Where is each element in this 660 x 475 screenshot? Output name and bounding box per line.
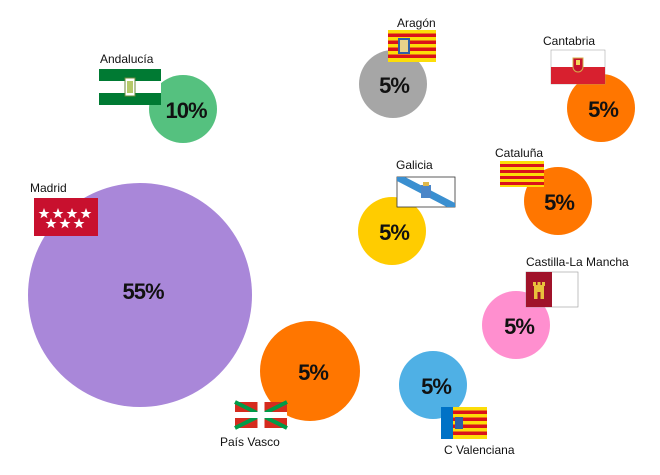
region-label-madrid: Madrid — [30, 181, 67, 195]
flag-c-valenciana-icon — [441, 407, 487, 439]
region-label-pais-vasco: País Vasco — [220, 435, 280, 449]
bubble-cantabria — [567, 74, 635, 142]
data-label-aragon: 5% — [379, 73, 409, 98]
flag-galicia-icon — [396, 176, 456, 208]
bubble-castilla-la-mancha — [482, 291, 550, 359]
bubble-c-valenciana — [399, 351, 467, 419]
bubble-madrid — [28, 183, 252, 407]
region-label-cataluna: Cataluña — [495, 146, 543, 160]
region-label-c-valenciana: C Valenciana — [444, 443, 515, 457]
data-label-pais-vasco: 5% — [298, 360, 328, 385]
data-label-andalucia: 10% — [165, 98, 206, 123]
flag-pais-vasco-icon — [233, 400, 289, 430]
bubble-andalucia — [149, 75, 217, 143]
data-label-castilla-la-mancha: 5% — [504, 314, 534, 339]
region-label-castilla-la-mancha: Castilla-La Mancha — [526, 255, 629, 269]
bubbles-layer — [28, 50, 635, 421]
bubble-aragon — [359, 50, 427, 118]
flag-castilla-la-mancha-icon — [525, 271, 579, 308]
data-label-galicia: 5% — [379, 220, 409, 245]
region-label-aragon: Aragón — [397, 16, 436, 30]
region-label-galicia: Galicia — [396, 158, 433, 172]
flag-cantabria-icon — [550, 49, 606, 85]
flag-andalucia-icon — [98, 68, 162, 106]
data-label-c-valenciana: 5% — [421, 374, 451, 399]
bubble-galicia — [358, 197, 426, 265]
region-label-andalucia: Andalucía — [100, 52, 154, 66]
bubble-pais-vasco — [260, 321, 360, 421]
flag-aragon-icon — [388, 30, 436, 62]
data-label-cataluna: 5% — [544, 190, 574, 215]
flag-cataluna-icon — [500, 161, 544, 187]
data-label-madrid: 55% — [122, 279, 163, 304]
data-label-cantabria: 5% — [588, 97, 618, 122]
region-label-cantabria: Cantabria — [543, 34, 595, 48]
flag-madrid-icon — [34, 198, 98, 236]
